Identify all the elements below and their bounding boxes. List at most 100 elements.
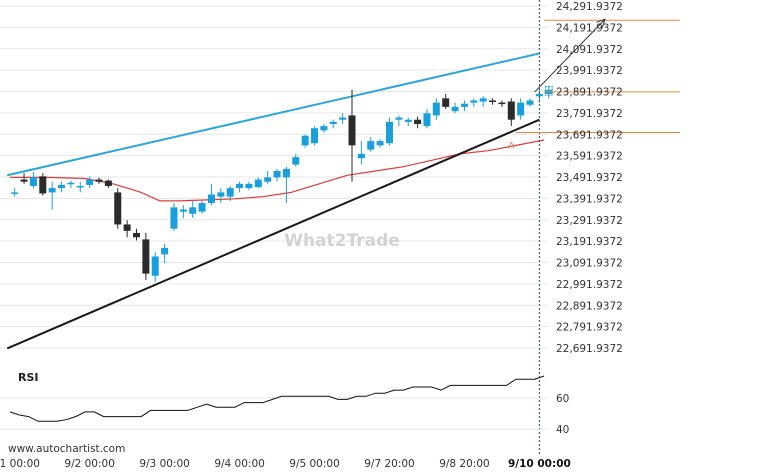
candle	[414, 116, 422, 129]
candle-body	[414, 119, 422, 124]
candle	[67, 180, 75, 189]
candle-body	[76, 185, 84, 188]
candle	[301, 134, 309, 148]
candle	[254, 177, 262, 189]
candle	[39, 173, 47, 196]
candle	[339, 113, 347, 124]
candle-body	[11, 192, 19, 194]
rsi-tick-label: 40	[556, 424, 569, 436]
candle-body	[479, 98, 487, 102]
candle	[489, 98, 497, 105]
candle	[236, 181, 244, 193]
candle-body	[385, 121, 393, 144]
candle	[329, 119, 337, 129]
candle	[170, 203, 178, 231]
candle-body	[217, 192, 225, 197]
candle	[48, 181, 56, 210]
candle-body	[58, 184, 66, 189]
candle	[226, 185, 234, 201]
candle	[385, 117, 393, 146]
candle	[189, 200, 197, 219]
candle-body	[29, 177, 37, 186]
candle-body	[535, 94, 543, 97]
candle-body	[320, 126, 328, 131]
candle	[320, 123, 328, 133]
support-trendline	[6, 118, 540, 350]
candle-body	[404, 119, 412, 122]
candle-body	[470, 100, 478, 103]
candle	[470, 98, 478, 107]
candle-body	[498, 102, 506, 105]
x-tick-label: 9/10 00:00	[508, 458, 571, 470]
candle	[451, 102, 459, 114]
candle	[132, 228, 140, 241]
candle-body	[451, 106, 459, 112]
rsi-panel: RSI 60 40	[0, 371, 569, 436]
y-tick-label: 23,791.9372	[556, 108, 623, 120]
candle	[58, 181, 66, 193]
grid	[0, 5, 548, 349]
candle-body	[142, 239, 150, 274]
y-tick-label: 23,291.9372	[556, 215, 623, 227]
candle-body	[301, 135, 309, 146]
candle-body	[311, 128, 319, 144]
y-tick-label: 22,991.9372	[556, 279, 623, 291]
candle	[292, 153, 300, 167]
candle	[161, 243, 169, 263]
candle	[498, 100, 506, 107]
y-tick-label: 24,091.9372	[556, 44, 623, 56]
candle-body	[273, 171, 281, 178]
candle-body	[395, 117, 403, 120]
rsi-line	[9, 375, 545, 422]
candle	[95, 177, 103, 184]
y-tick-label: 24,191.9372	[556, 22, 623, 34]
candle-body	[245, 183, 253, 189]
source-credit: www.autochartist.com	[8, 443, 125, 455]
candle-body	[179, 209, 187, 212]
pattern-overlay: A	[508, 0, 680, 455]
y-tick-label: 23,591.9372	[556, 151, 623, 163]
candle	[245, 181, 253, 191]
candle-body	[104, 180, 112, 186]
y-tick-label: 23,491.9372	[556, 172, 623, 184]
candle-body	[132, 232, 140, 238]
x-tick-label: 9/3 00:00	[139, 458, 190, 470]
x-tick-label: 9/7 20:00	[364, 458, 415, 470]
candle-body	[376, 141, 384, 146]
candle-body	[254, 179, 262, 188]
candle-body	[489, 100, 497, 102]
candle-body	[86, 179, 94, 185]
candle	[198, 200, 206, 214]
candle	[348, 89, 356, 182]
indicator-lines	[6, 52, 545, 350]
candle	[29, 172, 37, 189]
candle	[86, 176, 94, 189]
candle	[264, 171, 272, 184]
candle-body	[517, 102, 525, 116]
y-tick-label: 23,191.9372	[556, 236, 623, 248]
watermark: What2Trade	[284, 231, 400, 251]
candle-body	[339, 117, 347, 120]
candle	[367, 136, 375, 152]
candle-body	[507, 101, 515, 120]
forecast-candle	[544, 86, 553, 96]
candle	[404, 117, 412, 127]
y-tick-label: 22,791.9372	[556, 322, 623, 334]
y-tick-label: 23,391.9372	[556, 193, 623, 205]
candle-body	[236, 183, 244, 189]
x-tick-label: 9/2 00:00	[64, 458, 115, 470]
y-tick-label: 23,091.9372	[556, 258, 623, 270]
candle	[179, 205, 187, 219]
candle	[76, 181, 84, 193]
candle-body	[170, 207, 178, 229]
candle-body	[20, 179, 28, 182]
y-tick-label: 22,891.9372	[556, 300, 623, 312]
candle-body	[432, 102, 440, 116]
candle	[142, 232, 150, 281]
y-tick-label: 24,291.9372	[556, 1, 623, 13]
candle-body	[460, 103, 468, 107]
candle	[114, 188, 122, 229]
candle-body	[348, 115, 356, 146]
